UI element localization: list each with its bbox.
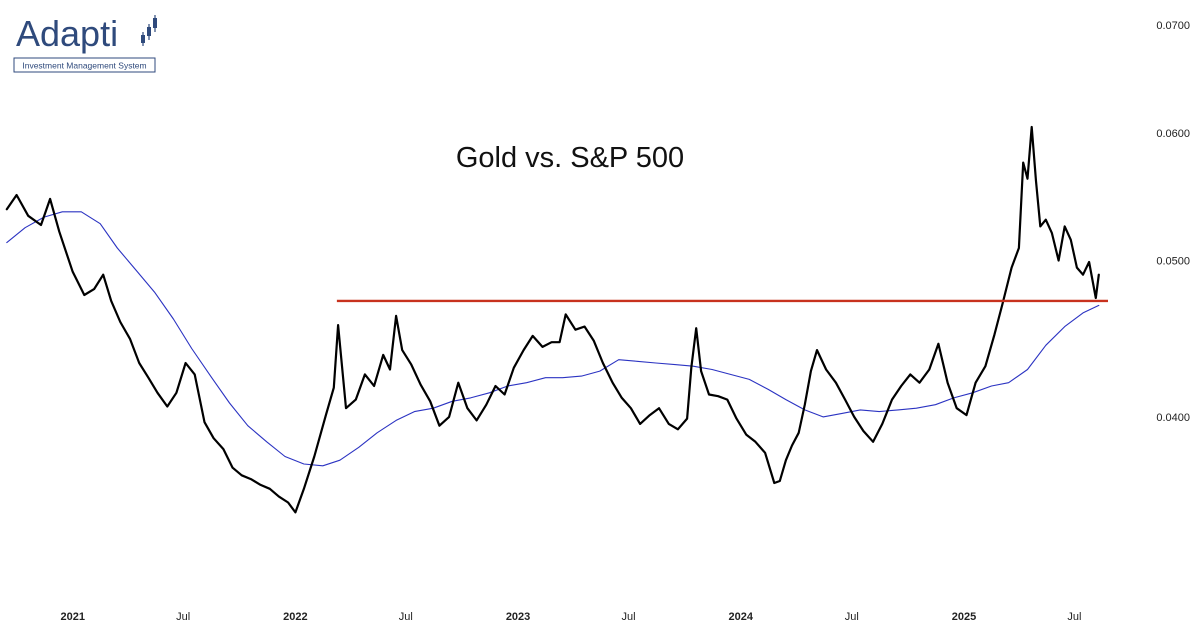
- x-tick-label: 2022: [283, 611, 307, 623]
- y-tick-label: 0.0400: [1156, 412, 1190, 424]
- x-tick-label: Jul: [845, 611, 859, 623]
- y-tick-label: 0.0500: [1156, 256, 1190, 268]
- x-axis: 2021 Jul 2022 Jul 2023 Jul 2024 Jul 2025 Jul: [60, 611, 1081, 623]
- series-line-moving-average: [6, 211, 1100, 467]
- x-tick-label: 2024: [728, 611, 753, 623]
- y-tick-label: 0.0700: [1156, 20, 1190, 32]
- logo-tagline: Investment Management System: [22, 61, 146, 71]
- logo-tagline-box: [13, 57, 156, 73]
- series-line-ratio: [5, 125, 1100, 514]
- x-tick-label: Jul: [399, 611, 413, 623]
- x-tick-label: Jul: [621, 611, 635, 623]
- x-tick-label: Jul: [1067, 611, 1081, 623]
- logo-wordmark: Adapti: [16, 13, 118, 54]
- logo: Adapti Investment Management System: [13, 13, 157, 73]
- chart-title: Gold vs. S&P 500: [456, 142, 684, 174]
- x-tick-label: 2023: [506, 611, 530, 623]
- y-tick-label: 0.0600: [1156, 128, 1190, 140]
- x-tick-label: 2025: [952, 611, 976, 623]
- y-axis: 0.0700 0.0600 0.0500 0.0400: [1156, 20, 1190, 424]
- plot-area: [5, 125, 1108, 514]
- x-tick-label: Jul: [176, 611, 190, 623]
- logo-candlestick-icon: [141, 15, 157, 46]
- x-tick-label: 2021: [60, 611, 84, 623]
